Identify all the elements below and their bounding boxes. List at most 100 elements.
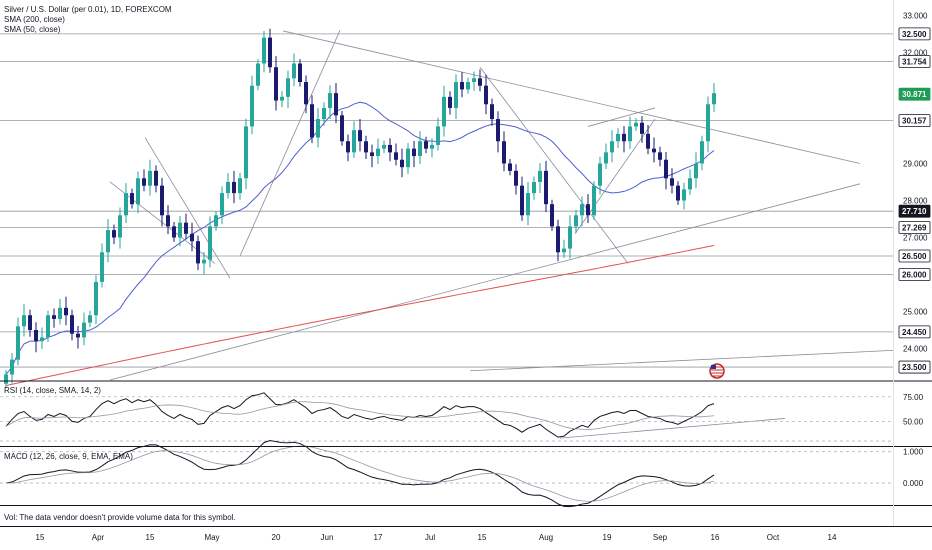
candle-body <box>268 37 272 68</box>
candle-body <box>184 222 188 234</box>
candle-body <box>358 130 362 142</box>
candle-body <box>556 226 560 253</box>
candle-body <box>370 152 374 157</box>
price-level-label: 30.871 <box>902 90 927 99</box>
time-tick-label: Apr <box>92 533 105 542</box>
price-level-badge <box>898 360 931 374</box>
candle-body <box>340 115 344 142</box>
candle-body <box>346 141 350 153</box>
candle-body <box>622 133 626 142</box>
candle-body <box>478 78 482 86</box>
price-level-label: 27.710 <box>902 207 927 216</box>
candle-body <box>598 163 602 186</box>
candle-body <box>424 141 428 149</box>
price-level-label: 23.500 <box>902 363 927 372</box>
candle-body <box>382 144 386 149</box>
candle-body <box>658 152 662 160</box>
sma200-legend: SMA (200, close) <box>4 15 65 24</box>
candle-body <box>586 204 590 216</box>
candle-body <box>130 193 134 205</box>
volume-note: Vol: The data vendor doesn't provide vol… <box>4 513 236 522</box>
candle-body <box>214 215 218 227</box>
candle-body <box>628 126 632 142</box>
time-tick-label: May <box>204 533 219 542</box>
price-level-badge <box>898 114 931 128</box>
time-tick-label: 15 <box>36 533 45 542</box>
candle-body <box>454 82 458 108</box>
price-level-badge <box>898 55 931 68</box>
macd-legend: MACD (12, 26, close, 9, EMA, EMA) <box>4 452 133 461</box>
price-level-badge <box>898 325 931 339</box>
rsi-tick-label: 75.00 <box>903 393 924 402</box>
candle-body <box>712 93 716 105</box>
candle-body <box>28 315 32 331</box>
channel-line-e <box>587 107 656 127</box>
candle-body <box>238 178 242 194</box>
candle-body <box>250 85 254 127</box>
price-level-label: 31.754 <box>902 58 927 67</box>
candle-body <box>106 230 110 253</box>
price-tick-label: 33.000 <box>903 11 928 20</box>
candle-body <box>112 230 116 238</box>
lower-support-line <box>469 349 894 372</box>
price-level-label: 32.500 <box>902 30 927 39</box>
candle-body <box>388 144 392 153</box>
candle-body <box>316 119 320 138</box>
candle-body <box>460 82 464 90</box>
macd-tick-label: 0.000 <box>903 479 924 488</box>
candle-body <box>202 259 206 264</box>
candle-body <box>520 185 524 216</box>
horizontal-levels <box>0 33 893 368</box>
candle-body <box>208 226 212 260</box>
candle-body <box>226 181 230 194</box>
candle-body <box>466 82 470 90</box>
candle-body <box>280 96 284 101</box>
candle-body <box>352 130 356 153</box>
macd-line <box>5 439 715 508</box>
price-tick-label: 24.000 <box>903 345 928 354</box>
candle-body <box>682 189 686 201</box>
channel-line-d <box>479 66 629 264</box>
rsi-legend: RSI (14, close, SMA, 14, 2) <box>4 386 101 395</box>
candle-body <box>652 148 656 153</box>
price-level-label: 26.000 <box>902 271 927 280</box>
candle-body <box>88 315 92 323</box>
candle-body <box>514 170 518 186</box>
flag-canton <box>711 365 716 369</box>
candle-body <box>400 159 404 168</box>
candle-body <box>634 122 638 127</box>
candle-body <box>298 63 302 83</box>
candle-body <box>670 178 674 186</box>
candle-body <box>484 85 488 105</box>
candle-body <box>178 222 182 238</box>
candle-body <box>490 104 494 120</box>
candle-body <box>376 148 380 157</box>
candle-body <box>274 67 278 101</box>
candle-body <box>448 96 452 108</box>
candle-body <box>532 181 536 194</box>
price-tick-label: 29.000 <box>903 159 928 168</box>
candle-body <box>568 226 572 249</box>
candle-body <box>508 163 512 171</box>
price-level-badge <box>898 268 931 281</box>
rsi-sma-line <box>5 401 715 430</box>
price-tick-label: 25.000 <box>903 308 928 317</box>
candle-body <box>700 141 704 164</box>
candle-body <box>706 104 710 142</box>
candle-body <box>496 119 500 142</box>
time-tick-label: 17 <box>374 533 383 542</box>
price-level-label: 24.450 <box>902 328 927 337</box>
time-tick-label: Jul <box>425 533 435 542</box>
candle-body <box>118 215 122 238</box>
candle-body <box>574 215 578 227</box>
candle-body <box>334 93 338 116</box>
candle-body <box>4 374 8 384</box>
channel-line-a <box>144 137 231 279</box>
time-tick-label: 14 <box>828 533 837 542</box>
price-level-label: 26.500 <box>902 252 927 261</box>
rsi-line <box>5 392 715 438</box>
candle-body <box>256 63 260 86</box>
